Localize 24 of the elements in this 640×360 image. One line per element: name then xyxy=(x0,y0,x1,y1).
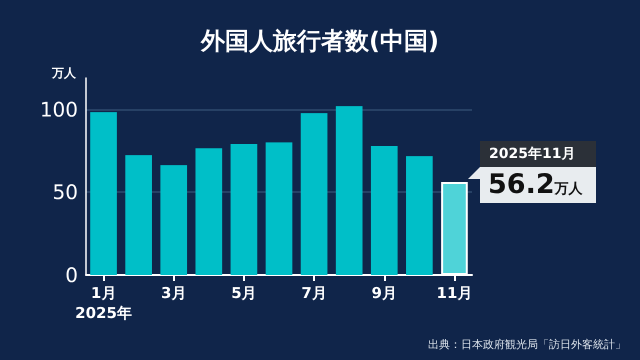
source-note: 出典：日本政府観光局「訪日外客統計」 xyxy=(428,338,626,351)
x-tick-label: 3月 xyxy=(161,284,186,302)
bar xyxy=(160,165,188,275)
bar xyxy=(300,113,328,275)
x-tick-label: 1月 2025年 xyxy=(75,284,132,322)
y-tick-label: 50 xyxy=(52,180,78,204)
x-tick-label: 9月 xyxy=(372,284,397,302)
bar xyxy=(125,155,152,275)
text: 2025年11月 xyxy=(480,141,596,167)
x-tick-label: 7月 xyxy=(301,284,327,302)
x-tick-label: 11月 xyxy=(436,284,472,302)
bar xyxy=(266,142,292,275)
chart-title: 外国人旅行者数(中国) xyxy=(200,27,439,55)
y-tick-label: 0 xyxy=(65,263,78,287)
bar xyxy=(336,106,363,275)
text: 56.2万人 xyxy=(488,169,583,200)
bar xyxy=(230,144,258,275)
y-axis-title: 万人 xyxy=(51,66,77,80)
bar xyxy=(406,156,433,275)
x-tick-label: 5月 xyxy=(231,284,257,302)
y-tick-label: 100 xyxy=(40,97,78,122)
bar xyxy=(195,148,222,275)
bar xyxy=(90,112,117,275)
bar xyxy=(370,146,398,275)
